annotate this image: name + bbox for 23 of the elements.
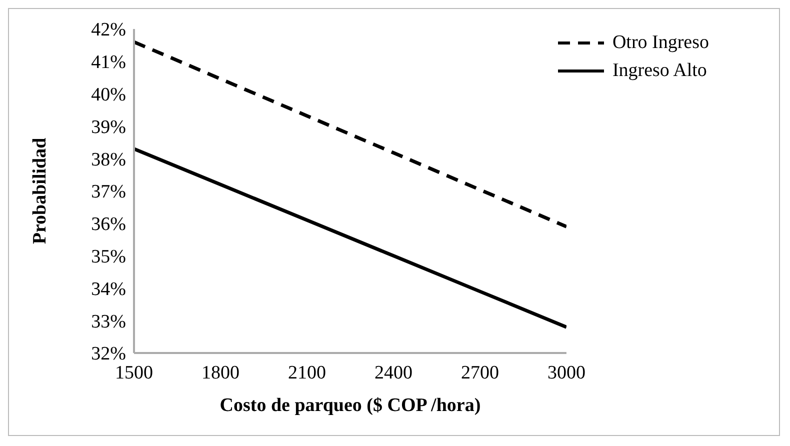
- y-tick-label: 38%: [91, 149, 126, 170]
- x-tick-label: 2100: [288, 362, 326, 384]
- y-axis-title: Probabilidad: [30, 137, 51, 244]
- x-tick-label: 2400: [374, 362, 412, 384]
- x-tick-label: 3000: [547, 362, 586, 384]
- y-tick-label: 39%: [91, 116, 126, 138]
- y-tick-label: 37%: [91, 182, 126, 203]
- legend-label: Otro Ingreso: [612, 32, 709, 54]
- y-tick-label: 33%: [91, 311, 126, 332]
- y-tick-label: 40%: [91, 84, 126, 106]
- x-axis-title: Costo de parqueo ($ COP /hora): [220, 395, 481, 416]
- x-tick-label: 1500: [115, 362, 153, 384]
- y-tick-label: 34%: [91, 278, 126, 300]
- y-tick-label: 35%: [91, 246, 126, 268]
- y-tick-label: 41%: [91, 52, 126, 74]
- y-tick-label: 42%: [91, 20, 126, 41]
- line-series: [134, 147, 566, 329]
- x-tick-label: 2700: [460, 362, 499, 384]
- y-tick-label: 36%: [91, 214, 126, 236]
- line-series: [134, 40, 566, 228]
- legend-label: Ingreso Alto: [612, 60, 707, 82]
- x-tick-label: 1800: [201, 362, 240, 384]
- y-tick-label: 32%: [91, 344, 126, 365]
